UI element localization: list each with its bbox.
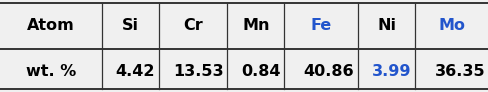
Text: 13.53: 13.53 [173,64,223,79]
Text: Fe: Fe [310,18,331,33]
Text: Cr: Cr [183,18,203,33]
Text: Atom: Atom [27,18,75,33]
Text: Ni: Ni [376,18,395,33]
Text: Si: Si [122,18,139,33]
Text: 0.84: 0.84 [241,64,280,79]
Text: Mn: Mn [242,18,269,33]
Text: 3.99: 3.99 [371,64,410,79]
Text: 40.86: 40.86 [303,64,354,79]
Text: Mo: Mo [438,18,465,33]
Text: 4.42: 4.42 [116,64,155,79]
Text: wt. %: wt. % [26,64,76,79]
Text: 36.35: 36.35 [433,64,484,79]
